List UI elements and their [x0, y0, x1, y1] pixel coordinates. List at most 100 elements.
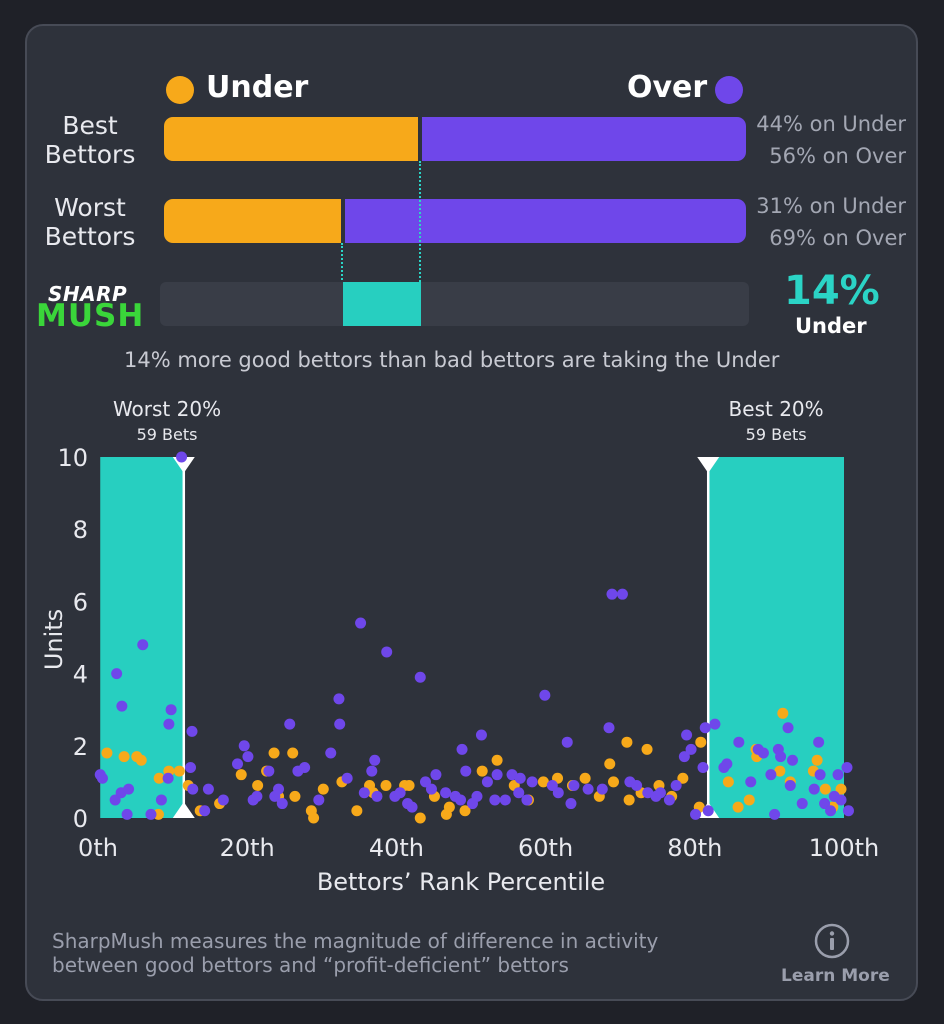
- over-point: [565, 798, 577, 810]
- worst-bar-separator: [341, 199, 345, 243]
- over-point: [841, 761, 853, 773]
- band-sub-1: 59 Bets: [746, 425, 807, 444]
- under-point: [443, 801, 455, 813]
- under-point: [777, 707, 789, 719]
- bands-layer: Worst 20% 59 Bets Best 20% 59 Bets: [100, 397, 844, 818]
- over-point: [835, 794, 847, 806]
- best-split-guide: [419, 161, 421, 282]
- over-legend-label: Over: [627, 70, 708, 105]
- under-point: [695, 736, 707, 748]
- sharpmush-difference-fill: [343, 282, 421, 326]
- over-point: [406, 801, 418, 813]
- over-point: [491, 769, 503, 781]
- over-point: [670, 780, 682, 792]
- over-point: [155, 794, 167, 806]
- under-point: [491, 754, 503, 766]
- over-point: [137, 639, 149, 651]
- over-point: [276, 798, 288, 810]
- under-point: [579, 772, 591, 784]
- over-point: [769, 808, 781, 820]
- over-point: [425, 783, 437, 795]
- under-point: [287, 747, 299, 759]
- under-point: [173, 765, 185, 777]
- under-point: [604, 758, 616, 770]
- under-point: [621, 736, 633, 748]
- over-point: [631, 780, 643, 792]
- band-marker-top-1: [697, 457, 720, 473]
- best-under-pct: 44% on Under: [756, 112, 906, 136]
- over-point: [440, 787, 452, 799]
- over-point: [568, 780, 580, 792]
- band-title-1: Best 20%: [729, 397, 824, 421]
- y-tick-label: 0: [73, 805, 88, 833]
- under-point: [403, 780, 415, 792]
- worst-label-line2: Bettors: [44, 222, 136, 251]
- over-point: [358, 787, 370, 799]
- over-point: [787, 754, 799, 766]
- over-point: [96, 772, 108, 784]
- over-point: [238, 740, 250, 752]
- over-point: [251, 790, 263, 802]
- over-point: [284, 718, 296, 730]
- learn-more-button[interactable]: Learn More: [775, 922, 890, 988]
- over-point: [796, 798, 808, 810]
- best-bar-separator: [418, 117, 422, 161]
- under-point: [351, 805, 363, 817]
- over-point: [202, 783, 214, 795]
- over-point: [232, 758, 244, 770]
- under-point: [414, 812, 426, 824]
- over-point: [561, 736, 573, 748]
- over-point: [616, 588, 628, 600]
- footer-description: SharpMush measures the magnitude of diff…: [52, 929, 658, 977]
- under-point: [308, 812, 320, 824]
- over-point: [299, 761, 311, 773]
- over-point: [709, 718, 721, 730]
- worst-pct-text: 31% on Under 69% on Over: [730, 190, 906, 254]
- over-point: [813, 736, 825, 748]
- best-pct-text: 44% on Under 56% on Over: [730, 108, 906, 172]
- x-axis-label: Bettors’ Rank Percentile: [317, 868, 605, 896]
- best-over-segment: [422, 117, 746, 161]
- worst-bettors-label: Worst Bettors: [25, 193, 155, 251]
- learn-more-label: Learn More: [781, 966, 890, 986]
- over-legend-dot: [715, 76, 743, 104]
- y-tick-label: 8: [73, 516, 88, 544]
- over-point: [582, 783, 594, 795]
- over-point: [721, 758, 733, 770]
- over-point: [526, 776, 538, 788]
- over-point: [414, 671, 426, 683]
- best-bettors-bar: [164, 117, 746, 161]
- x-tick-label: 80th: [667, 834, 722, 862]
- over-point: [702, 805, 714, 817]
- over-point: [123, 783, 135, 795]
- under-point: [811, 754, 823, 766]
- worst-over-pct: 69% on Over: [769, 226, 906, 250]
- worst-bettors-bar: [164, 199, 746, 243]
- over-point: [369, 754, 381, 766]
- under-legend-label: Under: [206, 70, 309, 105]
- x-tick-label: 100th: [809, 834, 879, 862]
- x-tick-label: 0th: [78, 834, 118, 862]
- over-point: [162, 772, 174, 784]
- over-point: [263, 765, 275, 777]
- footer-line1: SharpMush measures the magnitude of diff…: [52, 929, 659, 953]
- footer-line2: between good bettors and “profit-deficie…: [52, 953, 569, 977]
- over-point: [475, 729, 487, 741]
- over-point: [808, 783, 820, 795]
- y-axis-label: Units: [40, 609, 68, 670]
- over-point: [430, 769, 442, 781]
- over-point: [366, 765, 378, 777]
- over-point: [199, 805, 211, 817]
- over-point: [217, 794, 229, 806]
- over-point: [685, 743, 697, 755]
- over-point: [842, 805, 854, 817]
- over-point: [341, 772, 353, 784]
- over-point: [832, 769, 844, 781]
- over-point: [733, 736, 745, 748]
- over-point: [521, 794, 533, 806]
- band-title-0: Worst 20%: [113, 397, 221, 421]
- under-point: [380, 780, 392, 792]
- worst-label-line1: Worst: [54, 193, 126, 222]
